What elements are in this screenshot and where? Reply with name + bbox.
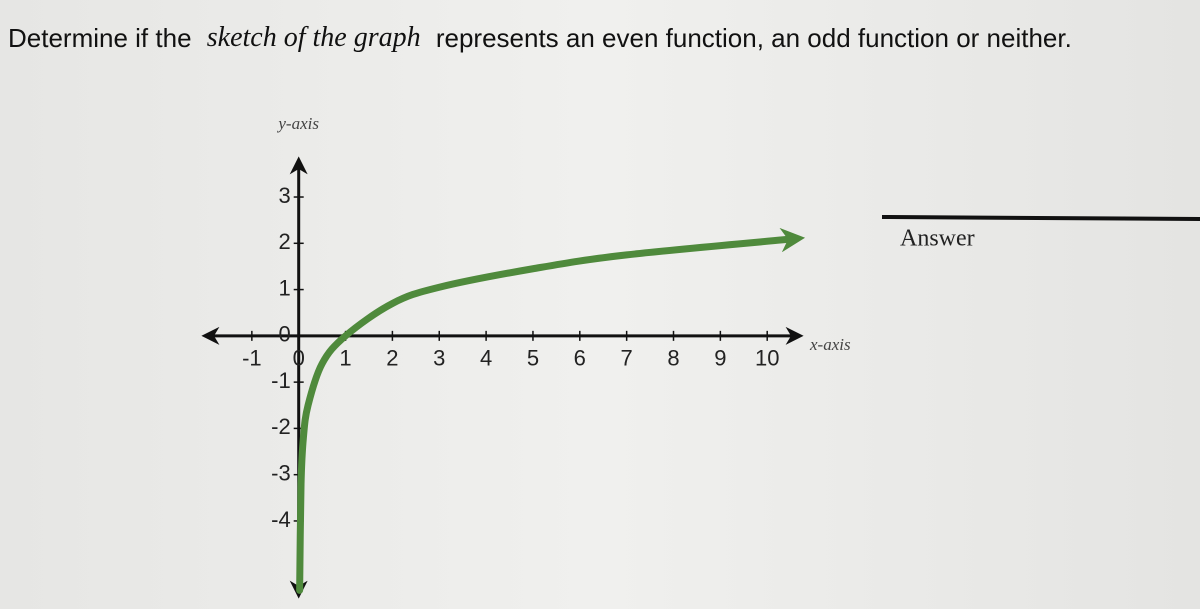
y-axis-label: y-axis xyxy=(276,114,319,133)
y-tick-label: 3 xyxy=(278,183,290,208)
x-tick-label: 4 xyxy=(480,346,492,371)
answer-line xyxy=(881,215,1200,221)
x-tick-label: -1 xyxy=(242,346,262,371)
x-axis-label: x-axis xyxy=(809,335,851,354)
y-tick-label: -4 xyxy=(271,507,291,532)
x-tick-label: 8 xyxy=(667,346,679,371)
curve xyxy=(296,227,806,594)
y-tick-label: 0 xyxy=(278,322,290,347)
y-tick-label: -3 xyxy=(271,460,291,485)
question-part: Determine if the xyxy=(8,23,192,53)
question-part: represents an even function, an odd func… xyxy=(436,23,1072,53)
y-tick-label: 1 xyxy=(278,275,290,300)
x-tick-label: 5 xyxy=(527,346,539,371)
x-tick-label: 9 xyxy=(714,346,726,371)
y-tick-label: 2 xyxy=(278,229,290,254)
x-tick-label: 6 xyxy=(574,346,586,371)
y-tick-label: -2 xyxy=(271,414,291,439)
x-tick-label: 10 xyxy=(755,346,779,371)
x-tick-label: 7 xyxy=(621,346,633,371)
x-tick-label: 2 xyxy=(386,346,398,371)
x-tick-label: 0 xyxy=(293,346,305,371)
answer-label: Answer xyxy=(900,226,975,252)
question: Determine if the sketch of the graph rep… xyxy=(8,22,1072,53)
question-part: sketch of the graph xyxy=(207,22,421,53)
x-tick-label: 1 xyxy=(339,346,351,371)
y-tick-label: -1 xyxy=(271,368,291,393)
x-tick-label: 3 xyxy=(433,346,445,371)
